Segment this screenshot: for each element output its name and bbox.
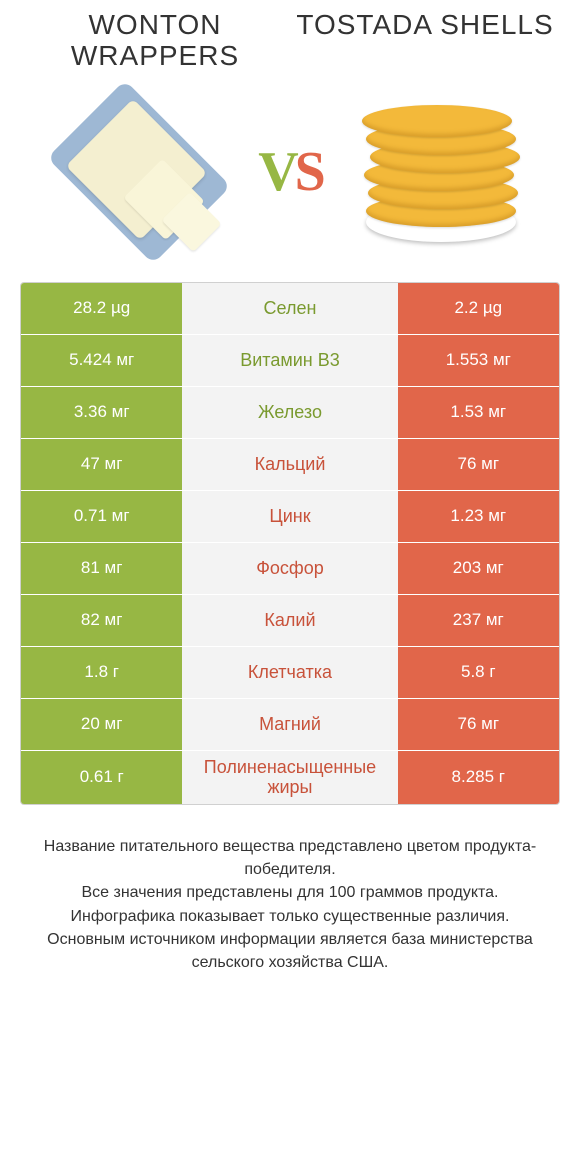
table-row: 0.71 мгЦинк1.23 мг — [21, 491, 559, 543]
nutrient-name-cell: Клетчатка — [182, 647, 397, 698]
right-value-cell: 2.2 µg — [398, 283, 559, 334]
left-value-cell: 47 мг — [21, 439, 182, 490]
nutrient-name-cell: Магний — [182, 699, 397, 750]
footnote-line: Основным источником информации является … — [30, 928, 550, 974]
nutrient-name-cell: Селен — [182, 283, 397, 334]
table-row: 3.36 мгЖелезо1.53 мг — [21, 387, 559, 439]
nutrient-name-cell: Полиненасыщенные жиры — [182, 751, 397, 804]
right-value-cell: 203 мг — [398, 543, 559, 594]
nutrient-name-cell: Фосфор — [182, 543, 397, 594]
right-value-cell: 1.53 мг — [398, 387, 559, 438]
nutrient-name-cell: Калий — [182, 595, 397, 646]
table-row: 5.424 мгВитамин B31.553 мг — [21, 335, 559, 387]
right-value-cell: 8.285 г — [398, 751, 559, 804]
tostada-shells-image — [322, 82, 560, 262]
infographic-container: WONTON WRAPPERS TOSTADA SHELLS VS — [0, 0, 580, 1170]
vs-badge: VS — [258, 140, 322, 204]
vs-letter-v: V — [258, 141, 294, 203]
images-row: VS — [20, 82, 560, 262]
nutrient-name-cell: Цинк — [182, 491, 397, 542]
right-value-cell: 1.553 мг — [398, 335, 559, 386]
right-product-title: TOSTADA SHELLS — [290, 10, 560, 41]
table-row: 47 мгКальций76 мг — [21, 439, 559, 491]
table-row: 28.2 µgСелен2.2 µg — [21, 283, 559, 335]
footnote-line: Все значения представлены для 100 граммо… — [30, 881, 550, 904]
table-row: 81 мгФосфор203 мг — [21, 543, 559, 595]
left-value-cell: 82 мг — [21, 595, 182, 646]
left-value-cell: 81 мг — [21, 543, 182, 594]
footnote-line: Инфографика показывает только существенн… — [30, 905, 550, 928]
left-value-cell: 3.36 мг — [21, 387, 182, 438]
right-value-cell: 237 мг — [398, 595, 559, 646]
left-value-cell: 0.71 мг — [21, 491, 182, 542]
nutrient-name-cell: Витамин B3 — [182, 335, 397, 386]
table-row: 0.61 гПолиненасыщенные жиры8.285 г — [21, 751, 559, 804]
right-value-cell: 76 мг — [398, 699, 559, 750]
right-value-cell: 76 мг — [398, 439, 559, 490]
left-product-title: WONTON WRAPPERS — [20, 10, 290, 72]
right-value-cell: 1.23 мг — [398, 491, 559, 542]
wonton-wrappers-image — [20, 82, 258, 262]
left-value-cell: 1.8 г — [21, 647, 182, 698]
footnote: Название питательного вещества представл… — [20, 835, 560, 974]
right-value-cell: 5.8 г — [398, 647, 559, 698]
left-value-cell: 20 мг — [21, 699, 182, 750]
nutrient-name-cell: Кальций — [182, 439, 397, 490]
nutrient-name-cell: Железо — [182, 387, 397, 438]
left-value-cell: 28.2 µg — [21, 283, 182, 334]
table-row: 20 мгМагний76 мг — [21, 699, 559, 751]
header-row: WONTON WRAPPERS TOSTADA SHELLS — [20, 10, 560, 72]
vs-letter-s: S — [295, 141, 322, 203]
comparison-table: 28.2 µgСелен2.2 µg5.424 мгВитамин B31.55… — [20, 282, 560, 805]
table-row: 82 мгКалий237 мг — [21, 595, 559, 647]
left-value-cell: 5.424 мг — [21, 335, 182, 386]
left-value-cell: 0.61 г — [21, 751, 182, 804]
table-row: 1.8 гКлетчатка5.8 г — [21, 647, 559, 699]
footnote-line: Название питательного вещества представл… — [30, 835, 550, 881]
